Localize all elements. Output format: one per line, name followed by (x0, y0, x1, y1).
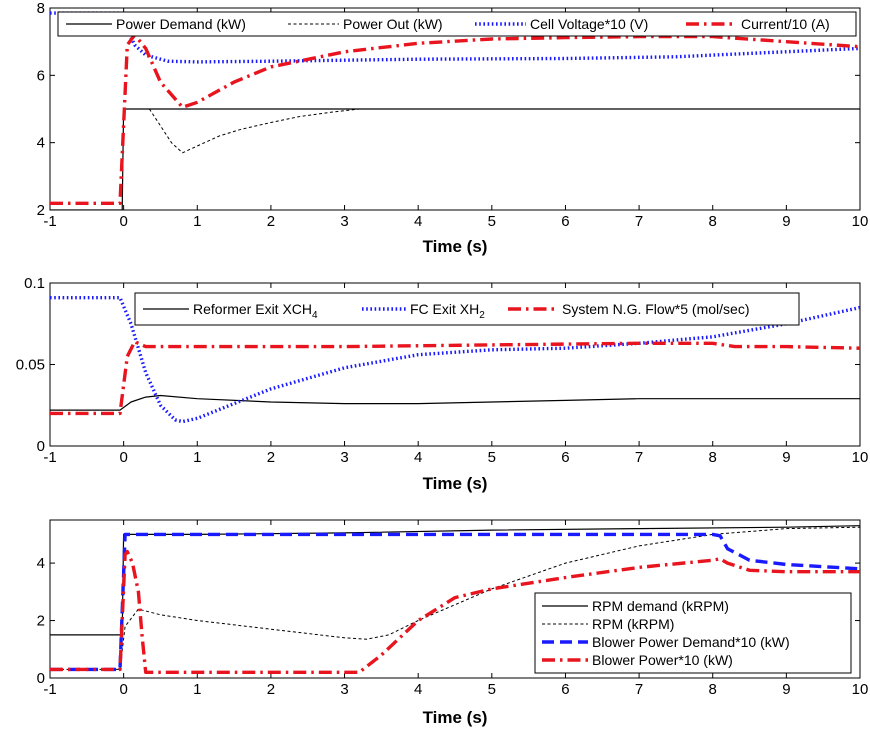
x-tick-label: 7 (635, 449, 643, 466)
x-tick-label: 9 (782, 213, 790, 230)
x-tick-label: 5 (488, 681, 496, 698)
x-tick-label: 4 (414, 681, 422, 698)
y-tick-label: 8 (37, 0, 45, 17)
x-tick-label: 2 (267, 449, 275, 466)
y-tick-label: 2 (37, 613, 45, 630)
x-tick-label: 10 (852, 213, 869, 230)
y-tick-label: 0.05 (16, 357, 45, 374)
x-tick-label: 2 (267, 681, 275, 698)
x-tick-label: 2 (267, 213, 275, 230)
legend-label: RPM (kRPM) (592, 616, 674, 632)
series-line-3 (50, 340, 860, 416)
x-tick-label: 5 (488, 449, 496, 466)
y-tick-label: 4 (37, 555, 45, 572)
y-tick-label: 6 (37, 67, 45, 84)
y-tick-label: 0.1 (24, 275, 45, 292)
x-tick-label: -1 (43, 681, 56, 698)
x-tick-label: 7 (635, 213, 643, 230)
x-axis-label: Time (s) (423, 237, 488, 256)
x-tick-label: 3 (340, 213, 348, 230)
x-tick-label: 8 (709, 213, 717, 230)
x-tick-label: 9 (782, 681, 790, 698)
legend-label: FC Exit XH2 (410, 301, 485, 321)
y-tick-label: 2 (37, 202, 45, 219)
legend-label: Power Demand (kW) (116, 16, 246, 32)
panel-1: -1 0 1 2 3 4 5 6 7 8 9 10 2 4 6 8 Time (s) Power Demand (… (37, 0, 869, 256)
x-axis-label: Time (s) (423, 708, 488, 727)
x-tick-label: 1 (193, 681, 201, 698)
x-tick-label: 3 (340, 449, 348, 466)
x-tick-label: 7 (635, 681, 643, 698)
x-tick-label: 8 (709, 449, 717, 466)
x-tick-label: 0 (119, 449, 127, 466)
x-tick-label: 3 (340, 681, 348, 698)
legend-label: RPM demand (kRPM) (592, 598, 729, 614)
legend: Power Demand (kW) Power Out (kW) Cell Volt… (57, 11, 857, 37)
legend-label: Blower Power*10 (kW) (592, 652, 733, 668)
x-axis-label: Time (s) (423, 474, 488, 493)
x-tick-label: 6 (561, 449, 569, 466)
x-tick-label: 4 (414, 213, 422, 230)
x-tick-label: 6 (561, 681, 569, 698)
legend-label: Power Out (kW) (343, 16, 443, 32)
legend-label: System N.G. Flow*5 (mol/sec) (562, 301, 749, 317)
legend-label: Blower Power Demand*10 (kW) (592, 634, 790, 650)
legend-label: Reformer Exit XCH4 (193, 301, 318, 321)
y-tick-label: 0 (37, 438, 45, 455)
legend: RPM demand (kRPM) RPM (kRPM) Blower Power … (534, 592, 852, 674)
series-line-4 (50, 549, 860, 674)
series-line-1 (50, 394, 860, 411)
legend-box (134, 292, 800, 326)
x-tick-label: 0 (119, 213, 127, 230)
legend-label: Cell Voltage*10 (V) (530, 16, 648, 32)
y-tick-label: 0 (37, 670, 45, 687)
x-tick-label: 1 (193, 449, 201, 466)
x-tick-label: 4 (414, 449, 422, 466)
x-tick-label: 1 (193, 213, 201, 230)
x-tick-label: -1 (43, 213, 56, 230)
x-tick-label: 6 (561, 213, 569, 230)
series-line-2 (148, 108, 360, 154)
x-tick-label: 0 (119, 681, 127, 698)
legend: Reformer Exit XCH4 FC Exit XH2 System N.G.… (134, 292, 800, 326)
x-tick-label: 10 (852, 681, 869, 698)
x-tick-label: 8 (709, 681, 717, 698)
legend-label: Current/10 (A) (741, 16, 830, 32)
x-tick-label: -1 (43, 449, 56, 466)
x-tick-label: 10 (852, 449, 869, 466)
x-tick-label: 5 (488, 213, 496, 230)
series-line-2 (50, 526, 860, 670)
x-tick-label: 9 (782, 449, 790, 466)
series-line-4 (50, 33, 860, 206)
y-tick-label: 4 (37, 135, 45, 152)
